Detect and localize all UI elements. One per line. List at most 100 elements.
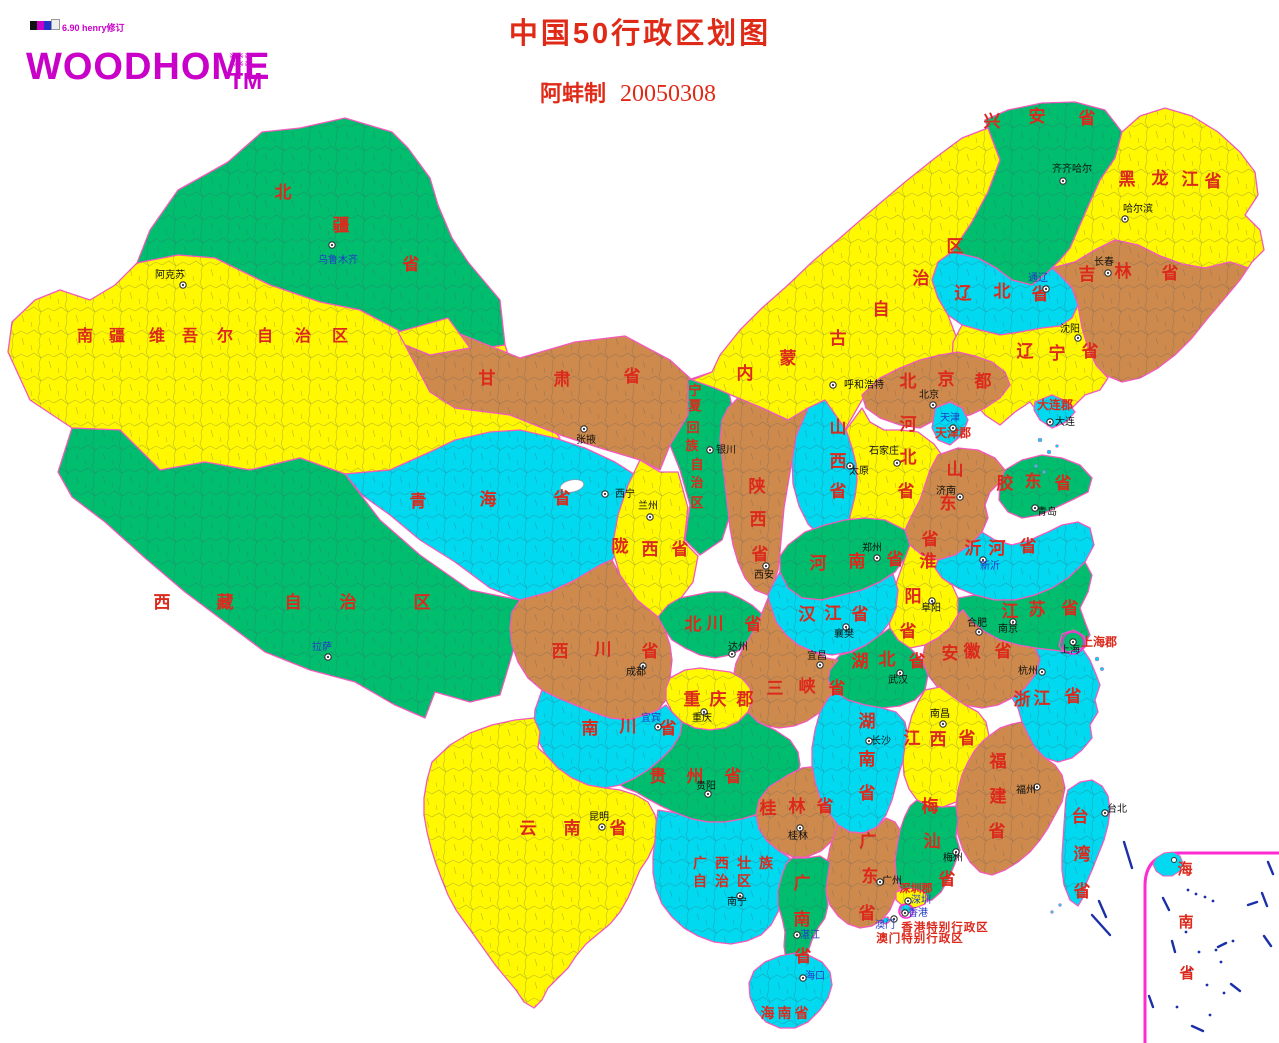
province-jiangsu-counties <box>958 562 1092 652</box>
city-label-宜宾: 宜宾 <box>641 711 661 724</box>
city-label-福州: 福州 <box>1016 783 1036 796</box>
province-label-jilin: 吉 <box>1079 265 1096 284</box>
province-label-taiwan: 省 <box>1073 881 1091 901</box>
sea-island-dot <box>1186 888 1190 892</box>
woodhome-logo: WOODHOME <box>26 46 271 88</box>
province-label-guangnan: 省 <box>794 946 812 966</box>
city-label-澳门: 澳门 <box>875 918 895 931</box>
province-label-taiwan: 台 <box>1072 806 1089 826</box>
city-marker-dot <box>582 427 586 431</box>
province-label-liaobei: 辽 <box>955 284 973 303</box>
city-label-通辽: 通辽 <box>1028 272 1048 284</box>
city-marker-dot <box>1103 811 1107 815</box>
province-label-beijiang: 北 <box>275 183 292 202</box>
province-label-jiaodong: 东 <box>1025 471 1042 491</box>
city-marker-dot <box>1048 420 1052 424</box>
province-label-yunnan: 省 <box>609 818 627 838</box>
province-zhejiang-counties <box>1012 648 1100 762</box>
province-chongqingjun-counties <box>666 668 752 730</box>
city-marker-dot <box>1040 670 1044 674</box>
province-label-guilinsheng: 省 <box>816 796 834 816</box>
province-label-heilongjiang: 省 <box>1204 171 1222 191</box>
province-label-guangxi: 治 <box>715 873 729 889</box>
province-shandong-counties <box>905 448 1005 560</box>
province-label-neimenggu: 区 <box>947 237 964 256</box>
city-label-哈尔滨: 哈尔滨 <box>1123 202 1153 215</box>
province-label-guangnan: 广 <box>794 873 811 893</box>
sea-island-dot <box>1184 930 1188 934</box>
province-ningxia-counties <box>670 372 735 555</box>
city-marker-dot <box>1076 336 1080 340</box>
province-dalianjun-counties <box>1034 395 1075 428</box>
province-label-guangdong: 广 <box>860 831 877 851</box>
province-guangnan-counties <box>778 856 830 975</box>
province-label-ningxia: 治 <box>690 475 703 490</box>
province-label-shanghaijun: 上海郡 <box>1081 634 1117 649</box>
city-marker-dot <box>326 655 330 659</box>
city-marker-dot <box>181 283 185 287</box>
city-marker-dot <box>600 825 604 829</box>
province-label-neimenggu: 内 <box>737 363 754 383</box>
city-marker-dot <box>1123 217 1127 221</box>
islet <box>1055 444 1059 448</box>
city-marker-dot <box>895 461 899 465</box>
province-label-guangxi: 广 <box>693 855 707 871</box>
province-label-liaoning: 辽 <box>1017 342 1035 361</box>
province-macau-counties <box>882 917 890 924</box>
province-label-hubei: 北 <box>879 650 896 669</box>
province-label-hebei: 北 <box>900 448 917 467</box>
city-label-湛江: 湛江 <box>800 929 820 941</box>
province-label-sanxia: 峡 <box>799 676 817 696</box>
province-label-neimenggu: 自 <box>873 299 890 319</box>
province-henan-counties <box>780 518 910 600</box>
city-marker-dot <box>1044 287 1048 291</box>
city-label-阜阳: 阜阳 <box>921 601 941 614</box>
province-heilongjiang-counties <box>1048 108 1264 272</box>
province-label-qinghai: 海 <box>480 489 497 509</box>
city-label-石家庄: 石家庄 <box>869 444 899 457</box>
city-label-长春: 长春 <box>1094 256 1114 268</box>
city-marker-dot <box>875 556 879 560</box>
city-label-沈阳: 沈阳 <box>1060 322 1080 335</box>
date: 20050308 <box>620 81 717 107</box>
province-label-jiangxi: 西 <box>930 730 947 749</box>
province-label-henan: 河 <box>810 554 827 573</box>
province-label-heilongjiang: 江 <box>1182 170 1199 189</box>
province-longxi-counties <box>612 460 698 617</box>
province-label-longxi: 西 <box>642 540 659 559</box>
province-label-guangxi: 区 <box>737 873 751 889</box>
province-label-yihe: 省 <box>1019 536 1037 556</box>
province-label-taiwan: 湾 <box>1074 844 1091 864</box>
province-label-xizang: 区 <box>414 593 431 612</box>
province-hainan-counties <box>749 953 832 1028</box>
province-label-shanxi: 省 <box>829 481 847 501</box>
sea-island-dot <box>1231 939 1235 943</box>
province-label-jiaodong: 胶 <box>997 473 1014 493</box>
city-marker-dot <box>892 917 896 921</box>
sea-island-dot <box>1219 960 1223 964</box>
city-label-南宁: 南宁 <box>727 895 747 908</box>
province-label-huaiyang: 阳 <box>905 587 922 606</box>
city-marker-dot <box>848 464 852 468</box>
province-label-meishan: 梅 <box>922 796 939 816</box>
province-label-zhejiang: 省 <box>1064 686 1082 706</box>
province-huaiyang-counties <box>888 545 958 648</box>
city-label-新沂: 新沂 <box>980 559 1000 572</box>
city-marker-dot <box>1035 785 1039 789</box>
province-label-yihe: 沂 <box>965 538 982 558</box>
city-label-襄樊: 襄樊 <box>834 627 854 640</box>
city-marker-dot <box>977 630 981 634</box>
province-label-xizang: 藏 <box>217 593 234 612</box>
sea-island-dot <box>1197 950 1201 954</box>
city-marker-dot <box>1011 620 1015 624</box>
city-marker-dot <box>906 899 910 903</box>
province-label-hainan: 海南省 <box>761 1005 812 1021</box>
province-label-neimenggu: 蒙 <box>780 348 797 368</box>
city-marker-dot <box>708 448 712 452</box>
province-label-nanchuan: 川 <box>619 717 637 736</box>
city-label-南昌: 南昌 <box>930 707 950 720</box>
islet <box>1037 437 1043 443</box>
sea-boundary-dash <box>1122 840 1134 870</box>
province-label-huaiyang: 省 <box>899 621 917 641</box>
city-label-武汉: 武汉 <box>888 673 908 686</box>
